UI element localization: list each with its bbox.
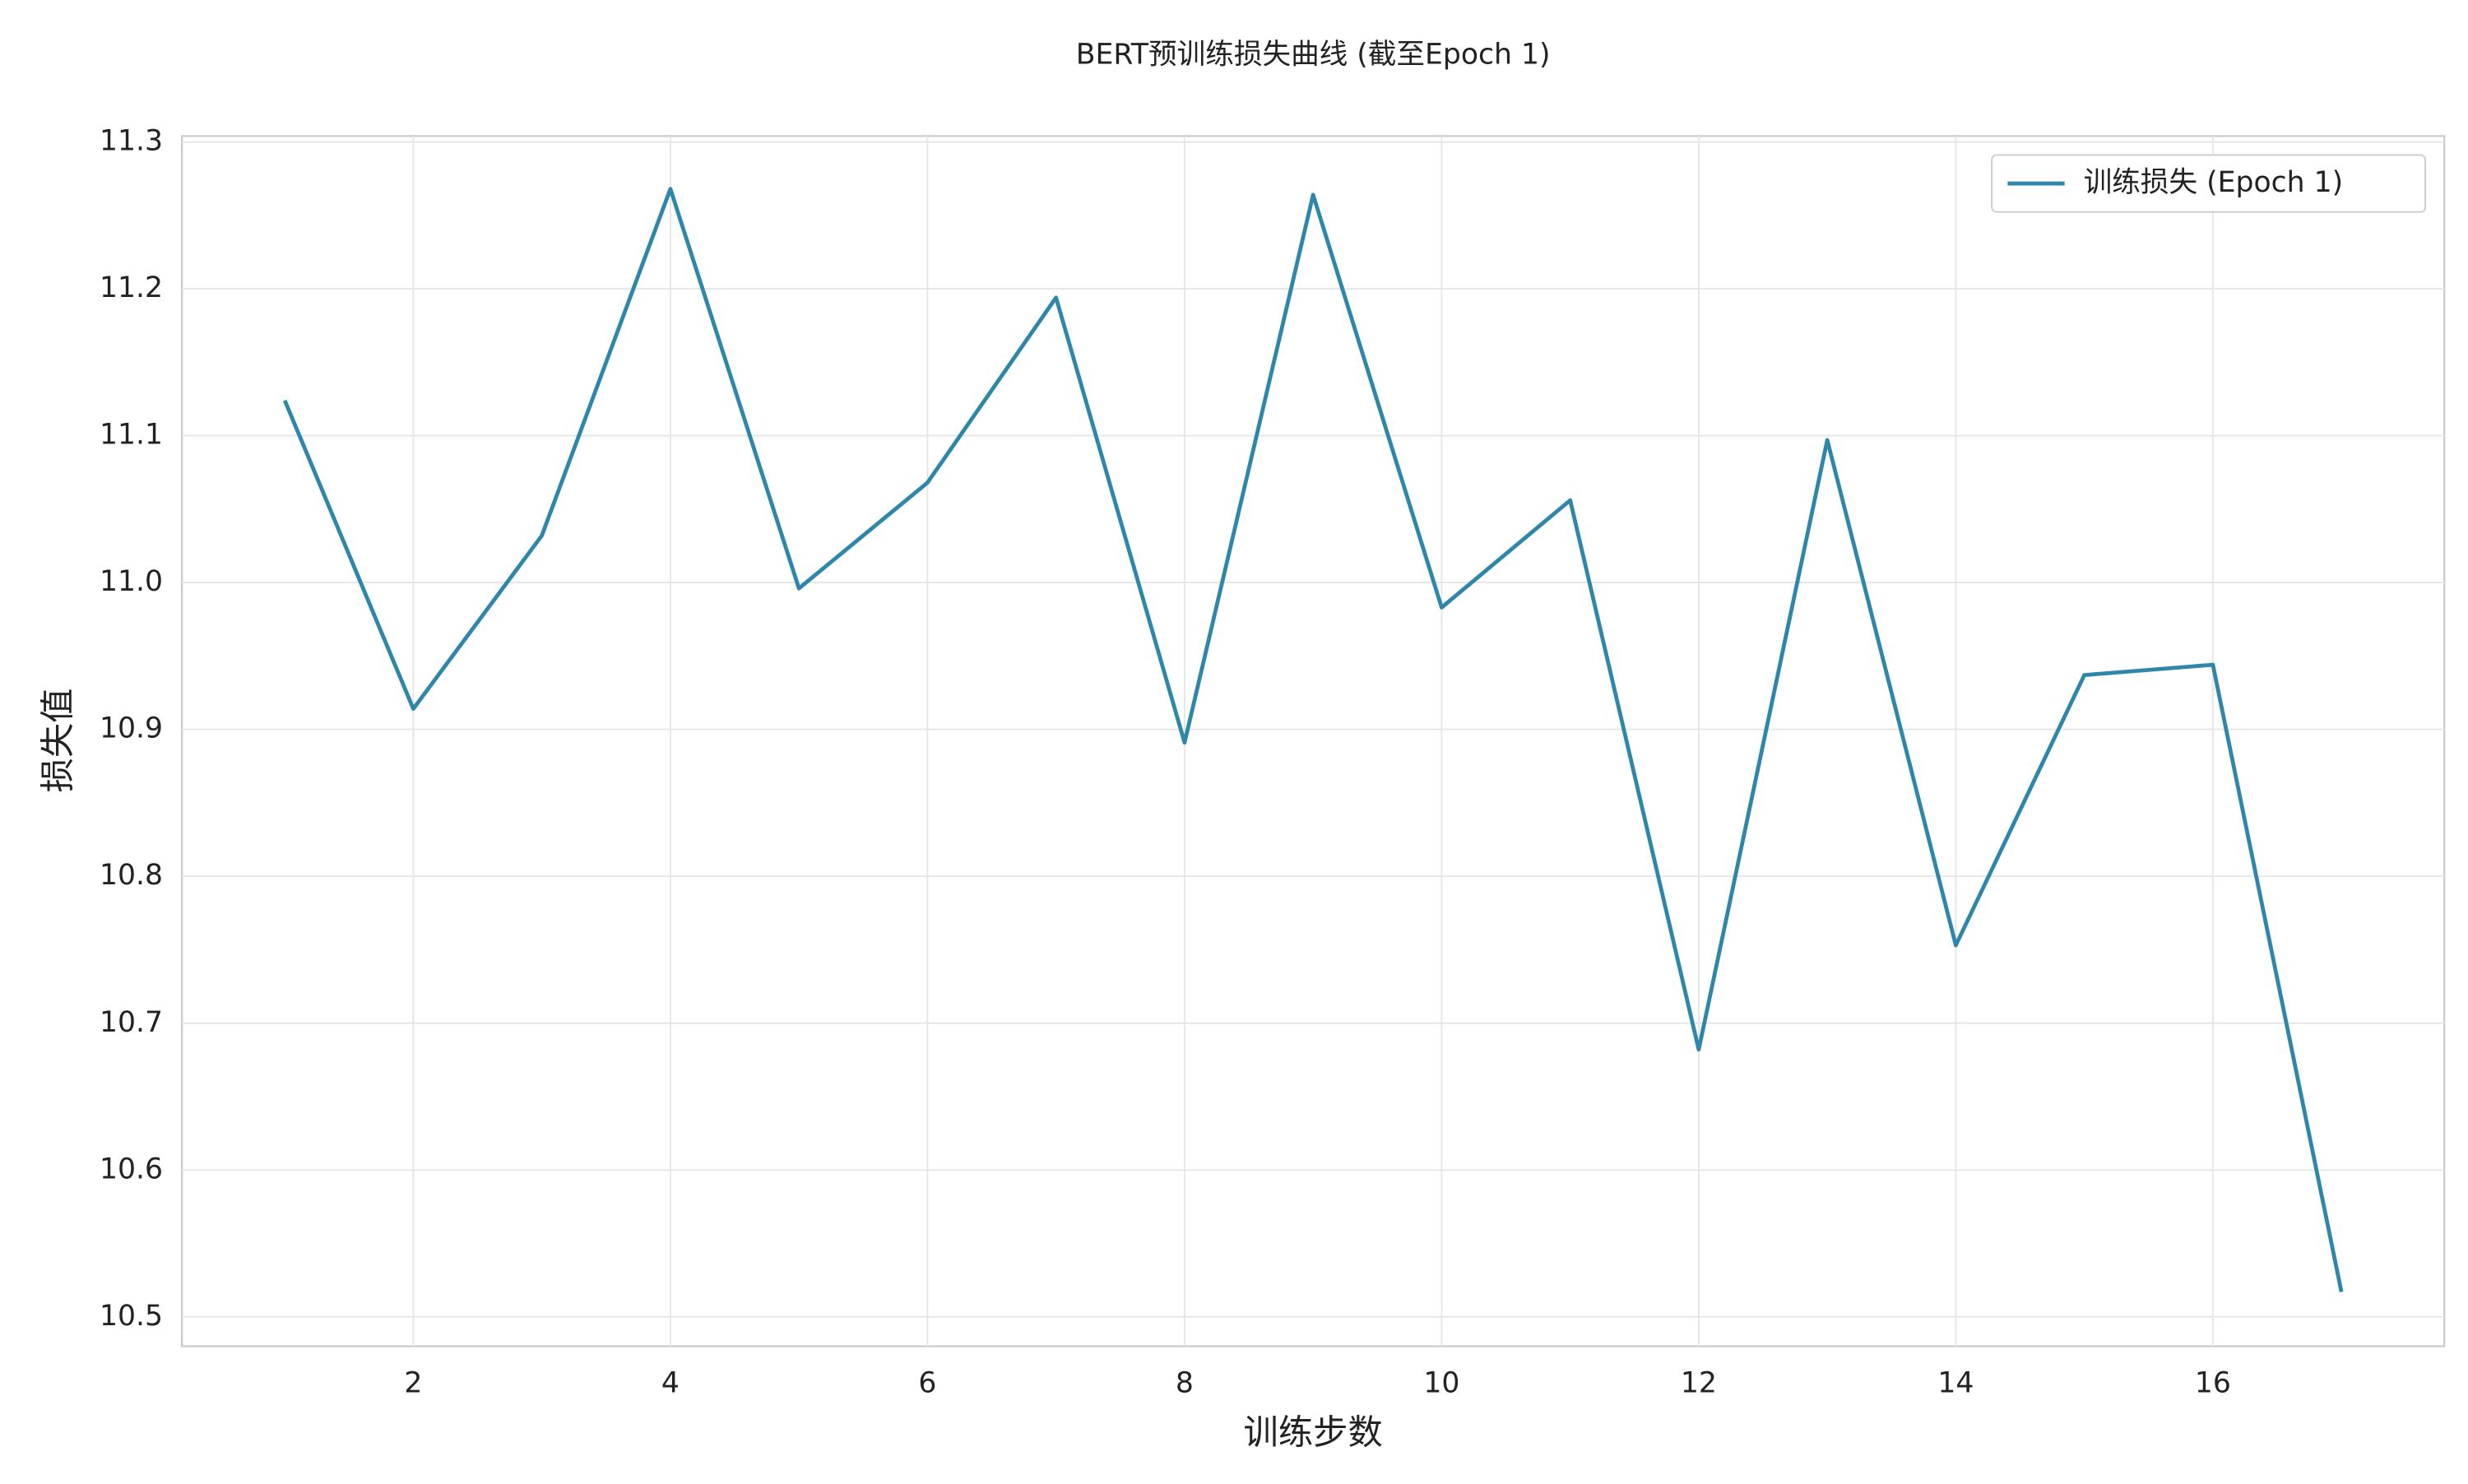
y-tick-label: 10.7 xyxy=(100,1006,163,1039)
line xyxy=(282,187,2344,1292)
legend-label: 训练损失 (Epoch 1) xyxy=(2084,166,2343,199)
x-tick-label: 12 xyxy=(1681,1367,1717,1400)
x-axis-label: 训练步数 xyxy=(1244,1412,1383,1453)
x-tick-label: 16 xyxy=(2195,1367,2231,1400)
y-tick-label: 10.5 xyxy=(100,1300,163,1333)
y-tick-label: 10.9 xyxy=(100,712,163,745)
chart-title: BERT预训练损失曲线 (截至Epoch 1) xyxy=(1076,38,1551,71)
y-tick-label: 10.8 xyxy=(100,859,163,892)
x-tick-label: 6 xyxy=(918,1367,936,1400)
x-tick-label: 4 xyxy=(661,1367,680,1400)
x-tick-label: 2 xyxy=(404,1367,422,1400)
plot-area xyxy=(181,135,2446,1347)
y-tick-label: 10.6 xyxy=(100,1152,163,1185)
x-tick-label: 10 xyxy=(1423,1367,1459,1400)
x-tick-label: 14 xyxy=(1937,1367,1974,1400)
legend-box xyxy=(1991,154,2427,213)
y-tick-label: 11.0 xyxy=(100,565,163,598)
y-axis-label: 损失值 xyxy=(38,689,78,793)
x-tick-label: 8 xyxy=(1176,1367,1194,1400)
y-tick-label: 11.2 xyxy=(100,271,163,304)
y-tick-label: 11.1 xyxy=(100,419,163,452)
y-tick-label: 11.3 xyxy=(100,125,163,158)
